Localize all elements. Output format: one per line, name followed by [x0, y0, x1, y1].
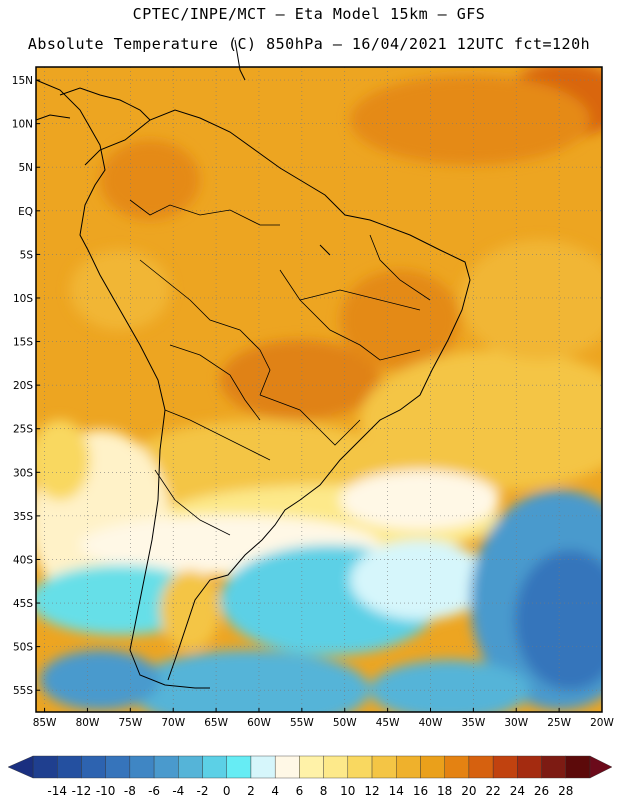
lat-tick-label: 50S	[13, 642, 33, 654]
lon-tick-label: 25W	[547, 717, 571, 729]
lon-tick-label: 20W	[590, 717, 614, 729]
colorbar-label: -6	[148, 784, 160, 798]
colorbar-label: -12	[72, 784, 92, 798]
colorbar-swatch	[517, 755, 542, 779]
lat-tick-label: 10S	[13, 293, 33, 305]
colorbar-label: 10	[340, 784, 355, 798]
colorbar-swatch	[226, 755, 252, 779]
lat-tick-label: 15S	[13, 337, 33, 349]
colorbar-label: -14	[47, 784, 67, 798]
temperature-field	[36, 67, 602, 712]
colorbar-swatch	[299, 755, 324, 779]
lon-tick-label: 60W	[247, 717, 271, 729]
colorbar-swatch	[420, 755, 445, 779]
colorbar-swatch	[32, 755, 58, 779]
coastline	[35, 39, 471, 689]
colorbar-swatch	[274, 755, 300, 779]
colorbar-swatch	[468, 755, 494, 779]
lon-tick-label: 85W	[33, 717, 57, 729]
lat-tick-label: 5S	[20, 249, 34, 261]
colorbar-label: 4	[271, 784, 279, 798]
colorbar-label: 12	[364, 784, 379, 798]
lon-tick-label: 55W	[290, 717, 314, 729]
colorbar-label: -10	[96, 784, 116, 798]
colorbar-max-arrow	[589, 755, 613, 779]
colorbar-label: 22	[485, 784, 500, 798]
colorbar-swatch	[444, 755, 470, 779]
lat-tick-label: 35S	[13, 511, 33, 523]
country-borders	[129, 199, 431, 536]
colorbar-label: 24	[510, 784, 525, 798]
lat-tick-label: 5N	[18, 162, 33, 174]
title-line-2: Absolute Temperature (C) 850hPa — 16/04/…	[27, 35, 591, 53]
colorbar: -14 -12 -10 -8 -6 -4 -2 0 2 4 6 8 10 12 14 16 18 20 22 24 26…	[7, 755, 613, 798]
colorbar-swatch	[565, 755, 591, 779]
lon-tick-label: 70W	[161, 717, 185, 729]
colorbar-swatch	[81, 755, 106, 779]
lat-tick-label: 30S	[13, 467, 33, 479]
colorbar-label: 8	[320, 784, 328, 798]
colorbar-label: 16	[413, 784, 428, 798]
lat-tick-label: 10N	[12, 119, 33, 131]
lon-tick-label: 65W	[204, 717, 228, 729]
colorbar-min-arrow	[7, 755, 34, 779]
colorbar-swatch	[250, 755, 276, 779]
colorbar-swatch	[178, 755, 203, 779]
lat-tick-label: EQ	[18, 206, 33, 218]
colorbar-swatch	[129, 755, 155, 779]
colorbar-label: 2	[247, 784, 255, 798]
lat-tick-label: 20S	[13, 380, 33, 392]
colorbar-swatch	[396, 755, 421, 779]
lat-tick-label: 55S	[13, 685, 33, 697]
lat-tick-label: 40S	[13, 554, 33, 566]
colorbar-label: -2	[197, 784, 209, 798]
lat-tick-label: 15N	[12, 75, 33, 87]
colorbar-label: 18	[437, 784, 452, 798]
lon-tick-label: 80W	[76, 717, 100, 729]
colorbar-label: 6	[296, 784, 304, 798]
colorbar-swatch	[57, 755, 82, 779]
colorbar-label: -8	[124, 784, 136, 798]
colorbar-label: 0	[223, 784, 231, 798]
colorbar-swatch	[347, 755, 373, 779]
lon-tick-label: 30W	[504, 717, 528, 729]
colorbar-swatch	[105, 755, 131, 779]
colorbar-label: 14	[389, 784, 404, 798]
colorbar-label: 20	[461, 784, 476, 798]
colorbar-swatch	[541, 755, 566, 779]
lat-tick-label: 25S	[13, 424, 33, 436]
map-frame	[35, 66, 603, 713]
lon-tick-label: 45W	[376, 717, 400, 729]
lon-tick-label: 40W	[419, 717, 443, 729]
lon-tick-label: 50W	[333, 717, 357, 729]
colorbar-swatch	[371, 755, 397, 779]
colorbar-label: -4	[172, 784, 184, 798]
title-line-1: CPTEC/INPE/MCT — Eta Model 15km — GFS	[132, 5, 486, 23]
lon-tick-label: 35W	[461, 717, 485, 729]
lon-tick-label: 75W	[118, 717, 142, 729]
colorbar-swatch	[153, 755, 179, 779]
colorbar-label: 26	[534, 784, 549, 798]
colorbar-label: 28	[558, 784, 573, 798]
colorbar-swatch	[323, 755, 349, 779]
colorbar-swatch	[492, 755, 518, 779]
lat-tick-label: 45S	[13, 598, 33, 610]
colorbar-swatch	[202, 755, 227, 779]
